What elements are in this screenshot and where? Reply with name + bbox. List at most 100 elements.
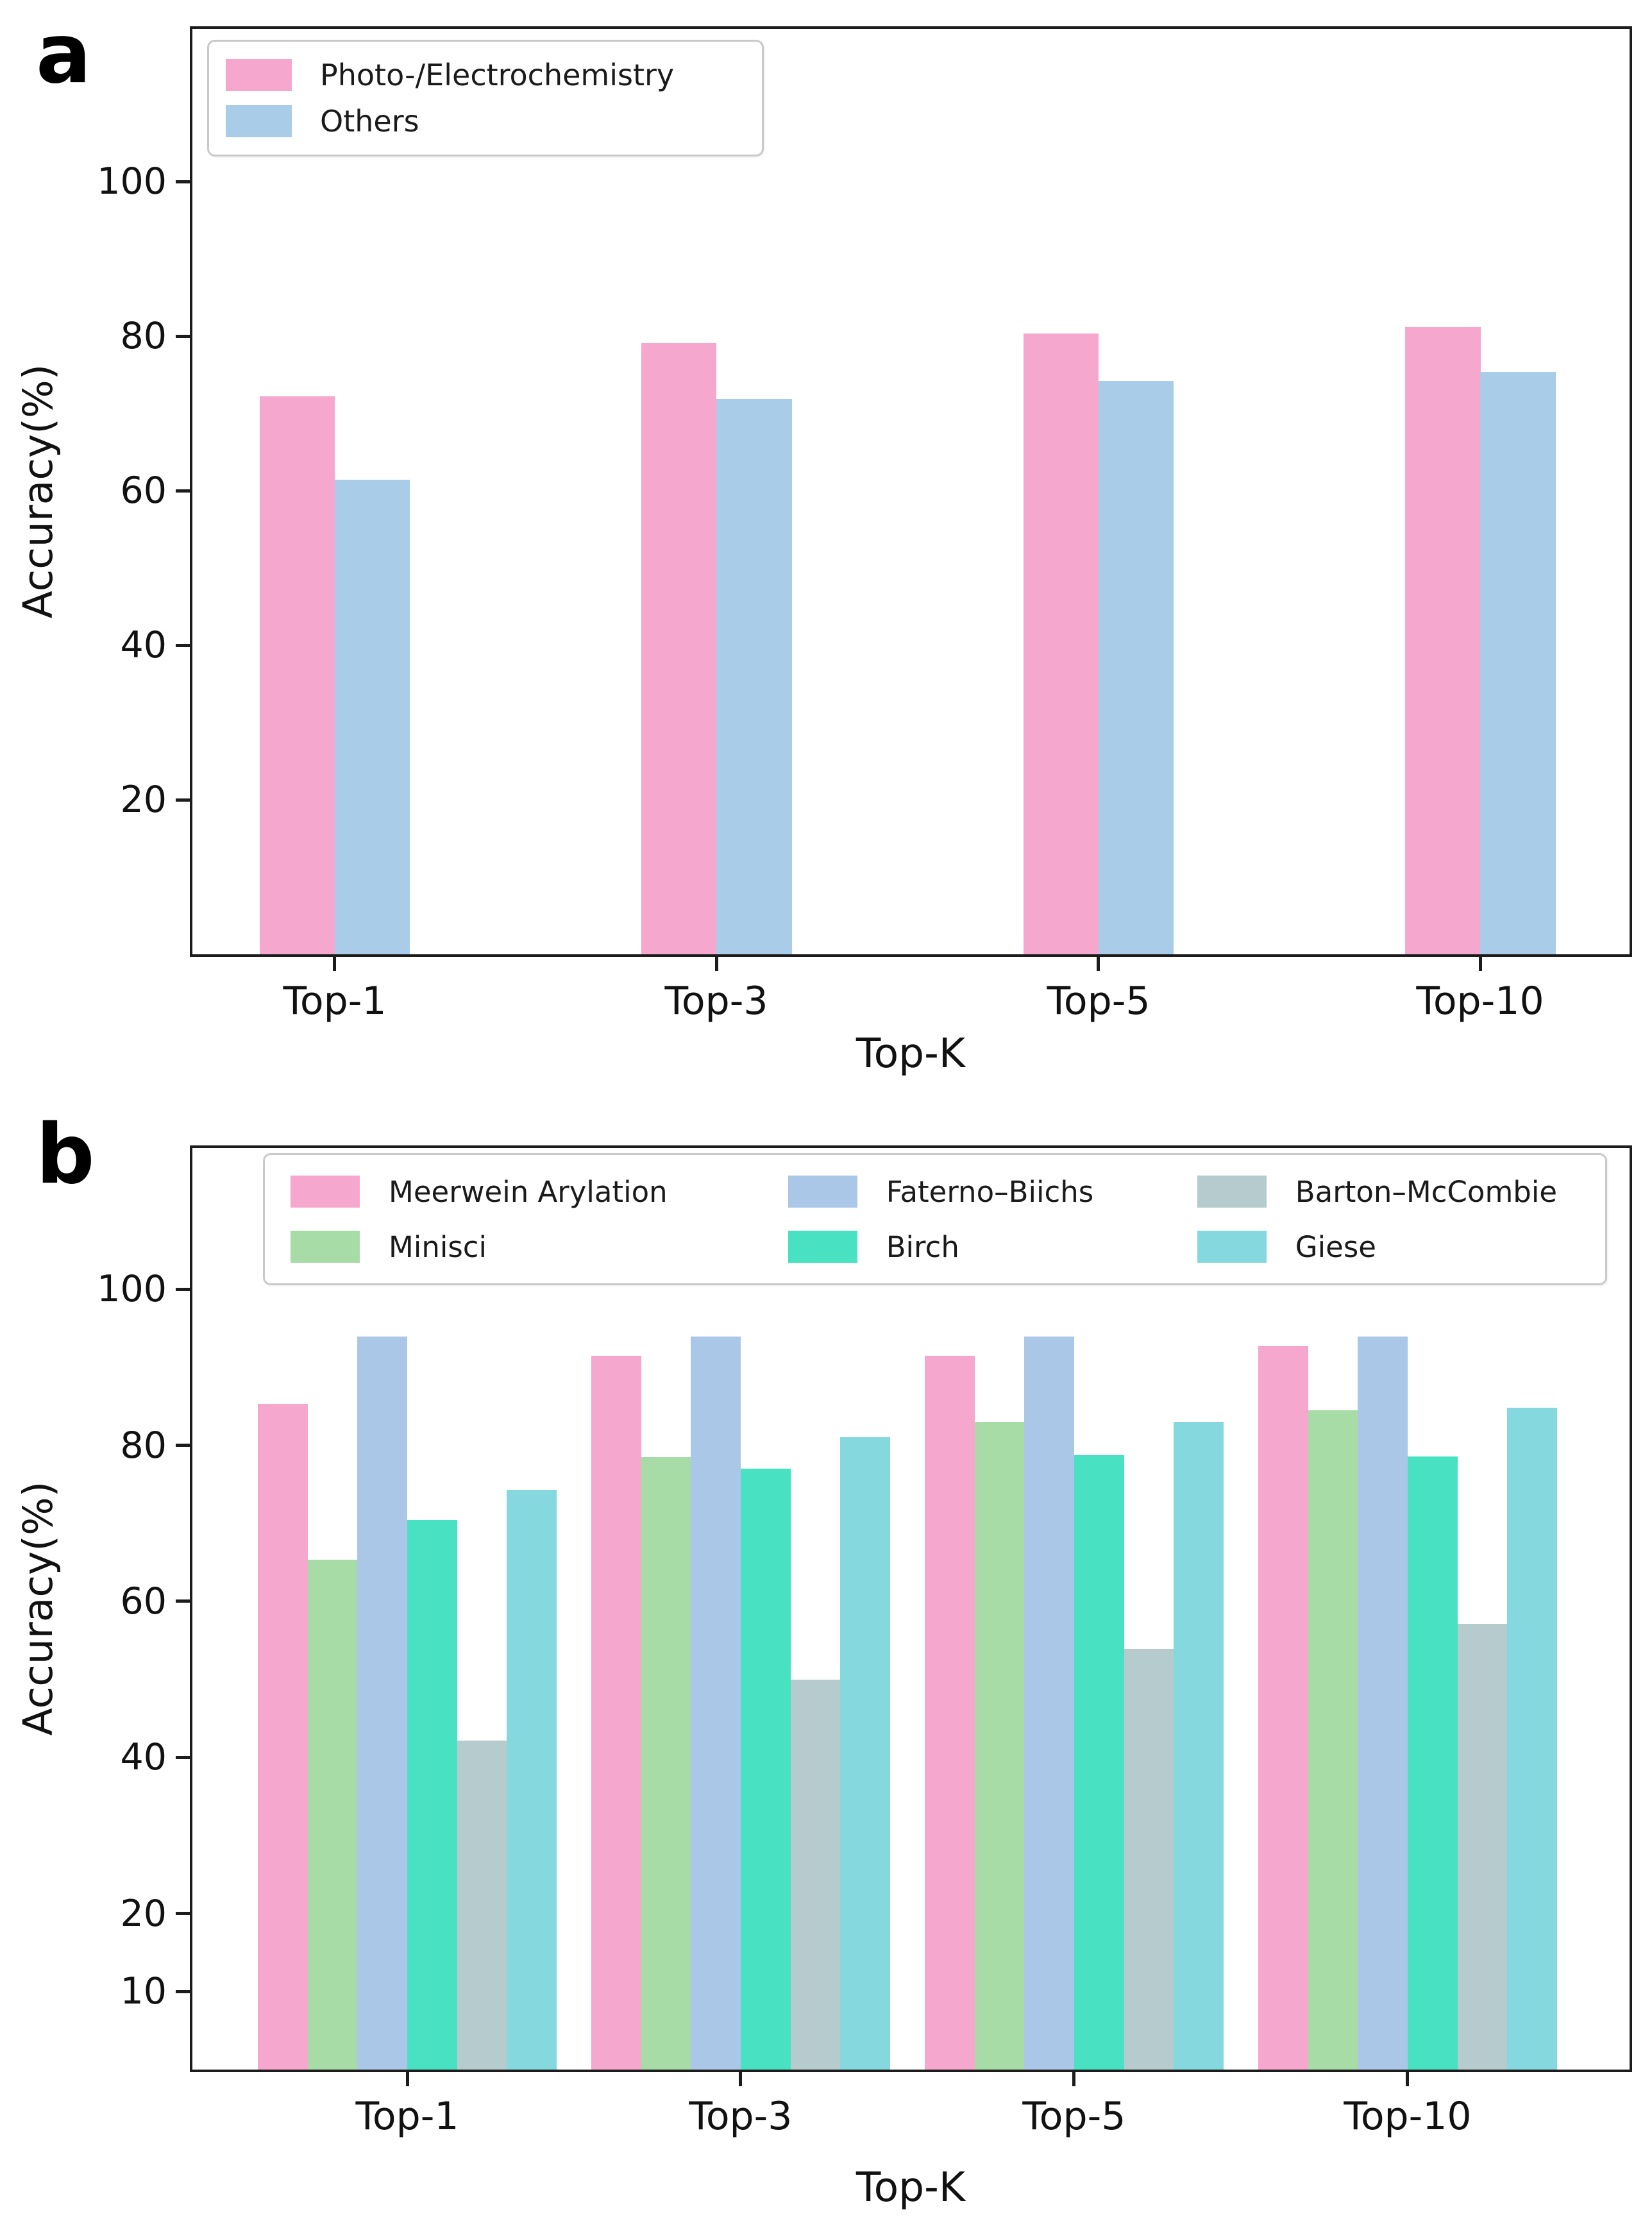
panel-b-x-tick [405, 2071, 409, 2086]
panel-a-x-tick [333, 956, 337, 971]
legend-swatch-giese [1197, 1231, 1267, 1263]
panel-a-y-tick [176, 334, 192, 338]
panel-a-y-tick-label: 60 [120, 469, 167, 512]
panel-a-bar-others-top-3 [716, 398, 792, 954]
legend-swatch-birch [788, 1231, 857, 1263]
panel-b-y-tick [176, 1989, 192, 1993]
panel-b-y-tick [176, 1755, 192, 1759]
panel-b-y-tick [176, 1444, 192, 1447]
panel-b-bar-meerwein-arylation-top-3 [591, 1355, 642, 2070]
panel-a-y-tick-label: 20 [120, 779, 167, 822]
panel-a-y-tick [176, 180, 192, 183]
legend-label: Faterno–Biichs [886, 1174, 1094, 1209]
panel-b-bar-barton-mccombie-top-10 [1457, 1624, 1508, 2070]
legend-item: Others [226, 104, 739, 139]
panel-b-bar-minisci-top-3 [641, 1456, 691, 2070]
legend-item: Minisci [291, 1230, 788, 1264]
panel-b-bar-faterno-biichs-top-10 [1358, 1337, 1408, 2070]
panel-b-bar-birch-top-1 [407, 1520, 458, 2070]
panel-a-y-tick-label: 80 [120, 315, 167, 358]
panel-b-bar-giese-top-5 [1174, 1422, 1224, 2070]
panel-b-y-tick-label: 40 [120, 1736, 167, 1779]
panel-a-x-tick [714, 956, 718, 971]
legend-label: Photo-/Electrochemistry [320, 58, 675, 92]
panel-a-y-tick-label: 100 [97, 160, 167, 203]
legend-item: Photo-/Electrochemistry [226, 58, 739, 92]
panel-a-bar-others-top-10 [1480, 371, 1556, 954]
panel-b-x-axis-label: Top-K [856, 2164, 966, 2211]
legend-item: Faterno–Biichs [788, 1175, 1197, 1209]
panel-a-y-tick-label: 40 [120, 624, 167, 667]
panel-b-y-tick-label: 10 [120, 1970, 167, 2013]
legend-label: Others [320, 104, 419, 139]
panel-b-bar-birch-top-5 [1074, 1455, 1124, 2070]
panel-b-x-tick [1406, 2071, 1410, 2086]
panel-a-bar-photo-electrochemistry-top-1 [259, 396, 335, 954]
panel-b-bar-meerwein-arylation-top-5 [925, 1355, 975, 2070]
legend-swatch-faterno-biichs [788, 1176, 857, 1208]
panel-a-legend-row: Others [226, 104, 745, 139]
legend-item: Giese [1197, 1230, 1580, 1264]
panel-a-bar-others-top-1 [334, 480, 410, 954]
panel-b-y-tick-label: 100 [97, 1268, 167, 1311]
panel-a-x-tick-label: Top-10 [1416, 979, 1544, 1024]
legend-swatch-photo-electrochemistry [226, 59, 292, 91]
legend-item: Meerwein Arylation [291, 1175, 788, 1209]
panel-a-x-tick [1478, 956, 1482, 971]
panel-b-y-tick [176, 1912, 192, 1916]
panel-b-bar-barton-mccombie-top-5 [1124, 1649, 1174, 2070]
panel-b-bar-giese-top-3 [840, 1437, 891, 2070]
panel-a-x-tick-label: Top-5 [1047, 979, 1150, 1024]
panel-a-y-tick [176, 643, 192, 647]
panel-a-bar-photo-electrochemistry-top-5 [1023, 333, 1099, 954]
panel-b-x-tick [1072, 2071, 1076, 2086]
legend-label: Barton–McCombie [1295, 1174, 1558, 1209]
panel-a-y-tick [176, 489, 192, 493]
panel-b-bar-faterno-biichs-top-5 [1024, 1337, 1075, 2070]
legend-swatch-barton-mccombie [1197, 1176, 1267, 1208]
panel-b-legend: Meerwein Arylation Faterno–Biichs Barton–M… [263, 1153, 1607, 1285]
panel-b-bar-birch-top-10 [1407, 1456, 1458, 2070]
panel-a-bar-photo-electrochemistry-top-10 [1405, 326, 1481, 954]
panel-b-bar-minisci-top-5 [974, 1422, 1025, 2070]
legend-item: Barton–McCombie [1197, 1175, 1580, 1209]
panel-b-y-tick-label: 60 [120, 1580, 167, 1623]
panel-b-letter: b [36, 1107, 95, 1202]
legend-swatch-others [226, 105, 292, 137]
legend-label: Minisci [389, 1229, 487, 1264]
panel-b-bar-meerwein-arylation-top-10 [1258, 1346, 1309, 2070]
panel-b-x-tick-label: Top-5 [1022, 2094, 1126, 2139]
panel-a-x-tick-label: Top-1 [283, 979, 387, 1024]
panel-b-bar-minisci-top-1 [307, 1560, 358, 2070]
panel-b-y-tick [176, 1599, 192, 1603]
panel-a-x-tick [1097, 956, 1100, 971]
panel-b-x-tick-label: Top-3 [689, 2094, 793, 2139]
panel-b-y-tick [176, 1287, 192, 1291]
panel-a-letter: a [36, 6, 92, 102]
panel-b-bar-giese-top-10 [1507, 1408, 1558, 2070]
legend-swatch-meerwein-arylation [291, 1176, 360, 1208]
panel-b-legend-row: Meerwein Arylation Faterno–Biichs Barton–M… [291, 1175, 1580, 1209]
legend-item: Birch [788, 1230, 1197, 1264]
panel-b-x-tick [739, 2071, 743, 2086]
panel-b-y-tick-label: 80 [120, 1424, 167, 1467]
panel-b-bar-faterno-biichs-top-3 [691, 1337, 741, 2070]
panel-a-y-tick [176, 798, 192, 802]
panel-b-bar-birch-top-3 [740, 1469, 791, 2070]
panel-b-bar-meerwein-arylation-top-1 [258, 1404, 308, 2070]
panel-b-x-tick-label: Top-10 [1344, 2094, 1472, 2139]
panel-a-x-tick-label: Top-3 [664, 979, 768, 1024]
panel-a-x-axis-label: Top-K [856, 1030, 966, 1077]
panel-b-legend-row: Minisci Birch Giese [291, 1230, 1580, 1264]
panel-b-bar-giese-top-1 [507, 1489, 557, 2070]
panel-a-legend-row: Photo-/Electrochemistry [226, 58, 745, 92]
panel-b-bar-minisci-top-10 [1308, 1410, 1358, 2070]
panel-a-bar-others-top-5 [1098, 381, 1174, 954]
panel-a-legend: Photo-/Electrochemistry Others [207, 40, 764, 156]
panel-b-bar-barton-mccombie-top-1 [457, 1740, 507, 2070]
legend-label: Giese [1295, 1229, 1376, 1264]
panel-b-x-tick-label: Top-1 [355, 2094, 459, 2139]
panel-a-bar-photo-electrochemistry-top-3 [641, 343, 717, 954]
legend-label: Meerwein Arylation [389, 1174, 668, 1209]
